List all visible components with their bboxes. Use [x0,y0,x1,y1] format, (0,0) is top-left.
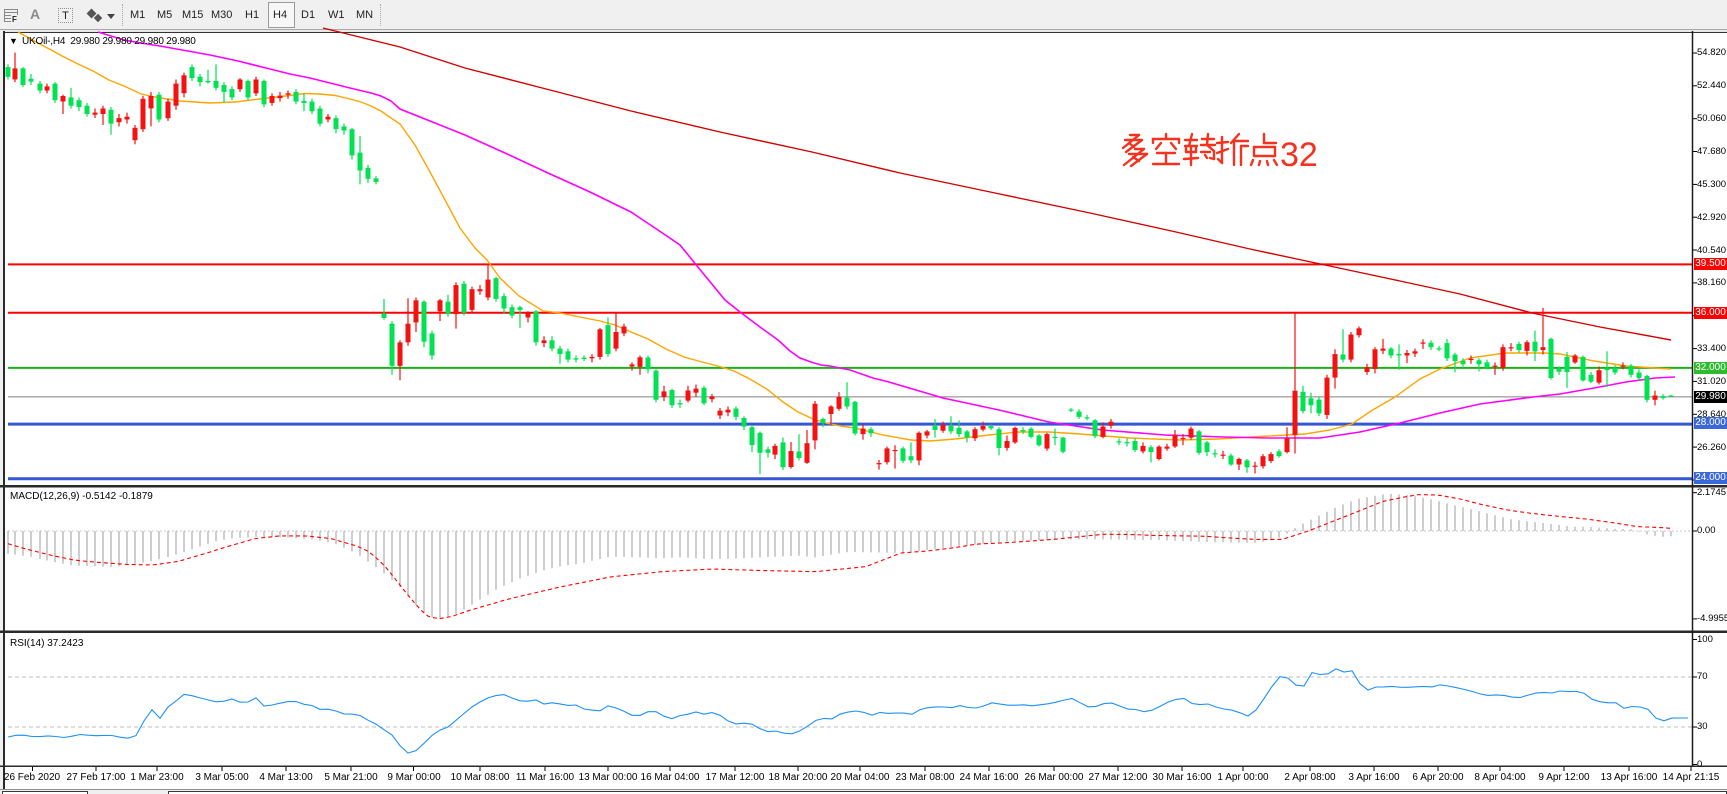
svg-text:32: 32 [1280,136,1318,174]
